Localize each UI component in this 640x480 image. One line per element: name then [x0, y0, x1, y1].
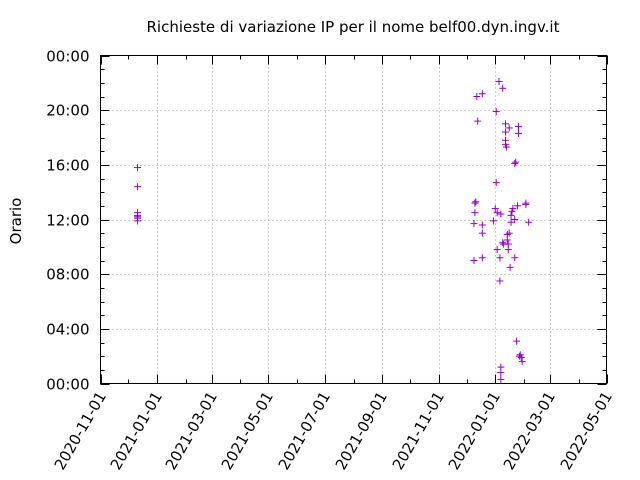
- data-point: [134, 164, 142, 172]
- x-tick-label: 2022-01-01: [445, 389, 504, 474]
- data-point: [489, 217, 497, 225]
- data-point: [522, 199, 530, 207]
- axis-ticks: [100, 55, 608, 385]
- chart-title: Richieste di variazione IP per il nome b…: [147, 18, 560, 36]
- data-point: [492, 108, 500, 116]
- data-point: [511, 216, 519, 223]
- data-point: [502, 143, 510, 151]
- data-point: [505, 229, 513, 237]
- data-point: [518, 358, 526, 366]
- data-point: [473, 93, 481, 100]
- data-point: [517, 354, 525, 362]
- y-tick-label: 00:00: [46, 48, 89, 66]
- data-point: [134, 183, 142, 191]
- grid: [100, 55, 607, 384]
- data-point: [495, 77, 503, 85]
- data-point: [511, 159, 519, 167]
- data-point: [478, 229, 486, 237]
- x-tick-label: 2022-05-01: [557, 389, 616, 474]
- data-point: [497, 369, 505, 377]
- data-point: [499, 239, 507, 247]
- data-point: [514, 202, 522, 210]
- data-point: [501, 128, 509, 136]
- y-tick-label: 16:00: [46, 157, 89, 175]
- data-point: [503, 236, 511, 244]
- data-point: [501, 120, 509, 128]
- y-tick-label: 00:00: [46, 376, 89, 394]
- x-tick-label: 2021-05-01: [218, 389, 277, 474]
- data-point: [472, 198, 480, 206]
- x-tick-labels: 2020-11-012021-01-012021-03-012021-05-01…: [51, 389, 616, 474]
- data-point: [504, 246, 512, 254]
- data-point: [505, 124, 513, 132]
- data-point: [507, 211, 515, 219]
- data-point: [493, 246, 501, 254]
- data-point: [512, 158, 520, 166]
- y-tick-labels: 00:00 04:00 08:00 12:00 16:00 20:00 00:00: [46, 48, 89, 394]
- data-point: [513, 337, 521, 345]
- x-tick-label: 2021-01-01: [107, 389, 166, 474]
- data-point: [478, 254, 486, 262]
- data-points: [134, 77, 533, 383]
- data-point: [470, 257, 478, 264]
- data-point: [474, 117, 482, 125]
- data-point: [506, 263, 514, 271]
- data-point: [478, 221, 486, 229]
- data-point: [496, 254, 504, 262]
- x-tick-label: 2022-03-01: [500, 389, 559, 474]
- data-point: [511, 254, 519, 262]
- data-point: [478, 90, 486, 98]
- y-tick-label: 20:00: [46, 102, 89, 120]
- x-tick-label: 2021-09-01: [332, 389, 391, 474]
- data-point: [525, 218, 533, 226]
- data-point: [497, 210, 505, 218]
- data-point: [497, 375, 505, 383]
- data-point: [471, 199, 479, 207]
- x-tick-label: 2021-11-01: [389, 389, 448, 474]
- data-point: [514, 129, 522, 137]
- y-tick-label: 04:00: [46, 321, 89, 339]
- data-point: [134, 217, 142, 225]
- data-point: [514, 123, 522, 131]
- x-tick-label: 2021-07-01: [275, 389, 334, 474]
- data-point: [470, 220, 478, 228]
- data-point: [507, 218, 515, 226]
- x-tick-label: 2021-03-01: [162, 389, 221, 474]
- x-tick-label: 2020-11-01: [51, 389, 110, 474]
- y-axis-label: Orario: [7, 198, 25, 245]
- data-point: [509, 205, 517, 213]
- data-point: [496, 277, 504, 285]
- data-point: [491, 205, 499, 213]
- y-tick-label: 12:00: [46, 212, 89, 230]
- data-point: [492, 179, 500, 187]
- data-point: [499, 84, 507, 92]
- plot-frame: [100, 55, 607, 384]
- data-point: [493, 209, 501, 217]
- data-point: [471, 209, 479, 217]
- y-tick-label: 08:00: [46, 266, 89, 284]
